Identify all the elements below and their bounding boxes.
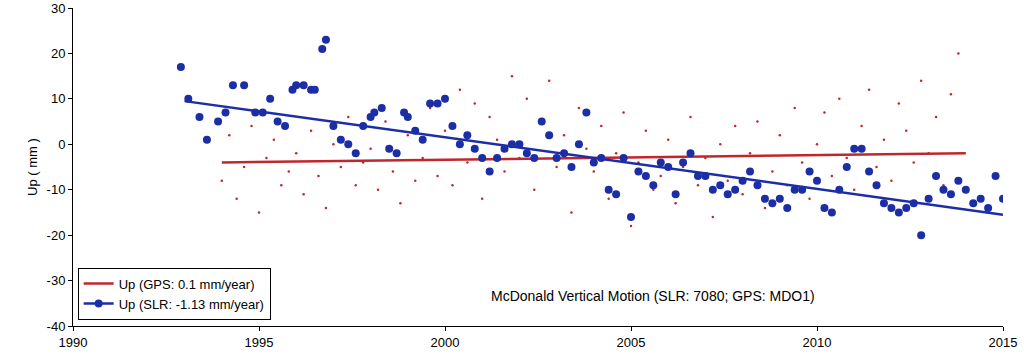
svg-text:-30: -30 <box>47 273 66 288</box>
svg-text:Up (SLR: -1.13 mm/year): Up (SLR: -1.13 mm/year) <box>119 297 264 312</box>
svg-text:Up ( mm ): Up ( mm ) <box>25 138 40 196</box>
svg-text:2010: 2010 <box>803 335 832 350</box>
svg-text:10: 10 <box>51 91 65 106</box>
svg-text:Up (GPS: 0.1 mm/year): Up (GPS: 0.1 mm/year) <box>119 277 255 292</box>
svg-text:2015: 2015 <box>989 335 1018 350</box>
svg-text:2000: 2000 <box>431 335 460 350</box>
svg-text:McDonald Vertical Motion (SLR:: McDonald Vertical Motion (SLR: 7080; GPS… <box>491 288 815 304</box>
svg-text:1990: 1990 <box>59 335 88 350</box>
svg-text:30: 30 <box>51 1 65 16</box>
svg-text:-10: -10 <box>47 182 66 197</box>
svg-text:1995: 1995 <box>245 335 274 350</box>
svg-text:2005: 2005 <box>617 335 646 350</box>
svg-text:20: 20 <box>51 46 65 61</box>
svg-text:-40: -40 <box>47 319 66 334</box>
svg-text:0: 0 <box>58 137 65 152</box>
svg-text:-20: -20 <box>47 228 66 243</box>
